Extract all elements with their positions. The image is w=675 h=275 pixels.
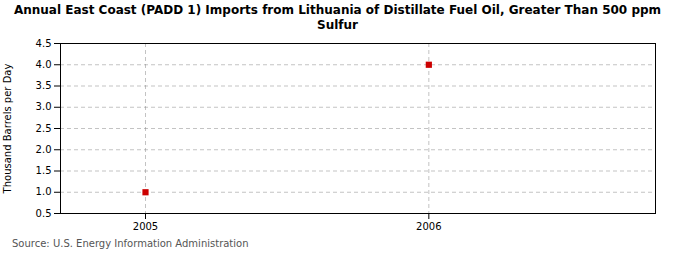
svg-text:2006: 2006 <box>416 221 441 232</box>
html-text:Annual East Coast (PADD 1) Imp: Annual East Coast (PADD 1) Imports from … <box>13 3 662 32</box>
svg-text:0.5: 0.5 <box>36 208 52 219</box>
svg-text:Thousand Barrels per Day: Thousand Barrels per Day <box>2 64 13 195</box>
svg-text:1.0: 1.0 <box>36 186 52 197</box>
svg-text:3.0: 3.0 <box>36 101 52 112</box>
svg-text:4.0: 4.0 <box>36 59 52 70</box>
svg-text:1.5: 1.5 <box>36 165 52 176</box>
svg-text:4.5: 4.5 <box>36 38 52 49</box>
html-text:Source: U.S. Energy Informatio: Source: U.S. Energy Information Administ… <box>12 238 249 249</box>
svg-text:2.0: 2.0 <box>36 144 52 155</box>
svg-text:2.5: 2.5 <box>36 123 52 134</box>
svg-text:2005: 2005 <box>133 221 158 232</box>
svg-text:3.5: 3.5 <box>36 80 52 91</box>
